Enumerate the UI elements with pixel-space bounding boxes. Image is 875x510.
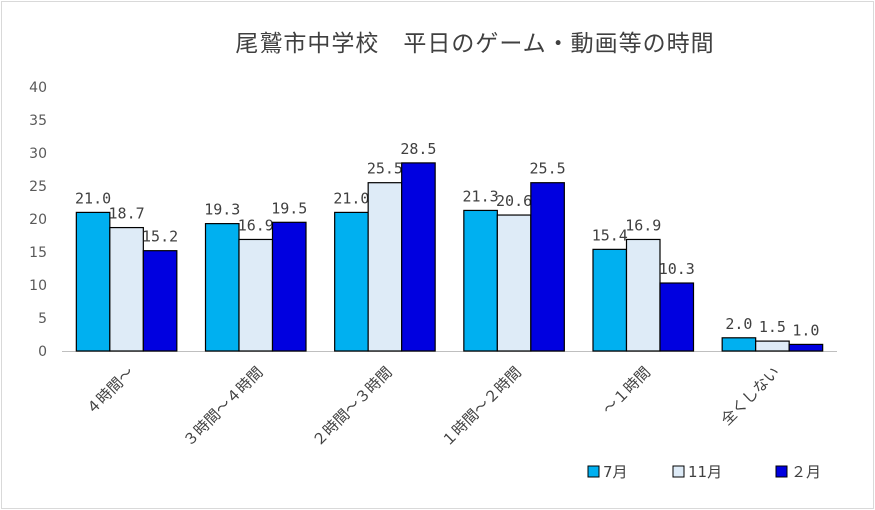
data-label: 19.5 [271, 199, 307, 217]
legend-swatch [672, 465, 685, 478]
data-label: 18.7 [109, 205, 145, 223]
data-label: 21.3 [463, 187, 499, 205]
bar [592, 248, 628, 352]
bar [367, 182, 403, 352]
legend-swatch [587, 465, 600, 478]
bar [271, 221, 307, 352]
bar [238, 238, 274, 352]
bar [109, 226, 144, 352]
chart-title: 尾鷲市中学校 平日のゲーム・動画等の時間 [235, 31, 715, 57]
data-label: 15.4 [592, 226, 628, 244]
legend-label: 7月 [603, 463, 628, 481]
bar [142, 250, 178, 352]
data-label: 16.9 [625, 216, 661, 234]
category-label: １時間～２時間 [438, 363, 525, 450]
bar [204, 223, 240, 352]
bar [755, 340, 790, 352]
category-label: ２時間～３時間 [309, 363, 396, 450]
bar [659, 282, 695, 352]
data-label: 1.5 [759, 318, 786, 336]
y-tick-label: 25 [29, 179, 47, 195]
data-label: 16.9 [238, 216, 274, 234]
bar [401, 162, 436, 352]
bar [75, 211, 111, 352]
legend-label: ２月 [791, 463, 821, 481]
bar [463, 209, 498, 352]
data-label: 25.5 [367, 160, 403, 178]
bar [788, 343, 824, 352]
bar [496, 214, 532, 352]
y-tick-label: 30 [29, 146, 47, 162]
data-label: 21.0 [333, 189, 369, 207]
data-label: 10.3 [659, 260, 695, 278]
data-label: 19.3 [204, 201, 240, 219]
data-label: 15.2 [142, 228, 178, 246]
data-label: 21.0 [75, 189, 111, 207]
y-tick-label: 35 [29, 113, 47, 129]
data-label: 20.6 [496, 192, 532, 210]
category-label: ３時間～４時間 [180, 363, 267, 450]
data-label: 28.5 [400, 140, 436, 158]
y-tick-label: 5 [38, 311, 47, 327]
bar [334, 211, 369, 352]
y-tick-label: 40 [29, 80, 47, 96]
category-label: ～１時間 [599, 363, 654, 418]
y-tick-label: 10 [29, 278, 47, 294]
y-tick-label: 20 [29, 212, 47, 228]
data-label: 25.5 [530, 160, 566, 178]
bar [530, 182, 565, 352]
category-label: 全くしない [717, 363, 783, 429]
bar [625, 238, 661, 352]
y-tick-label: 15 [29, 245, 47, 261]
y-tick-label: 0 [38, 344, 47, 360]
data-label: 1.0 [792, 321, 819, 339]
bar [721, 337, 757, 352]
legend-swatch [775, 465, 788, 478]
category-label: ４時間～ [82, 363, 137, 418]
legend-label: 11月 [688, 463, 722, 481]
data-label: 2.0 [725, 315, 752, 333]
